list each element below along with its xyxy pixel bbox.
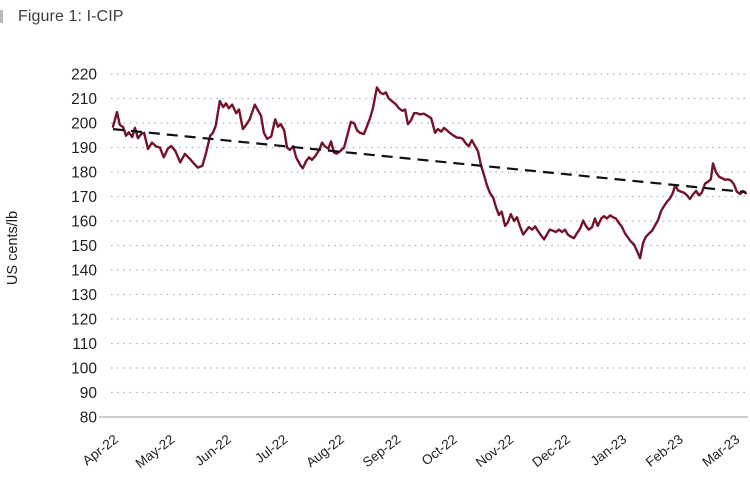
y-tick-label: 150 (71, 238, 97, 255)
x-tick-label: May-22 (133, 432, 178, 472)
y-tick-label: 180 (71, 165, 97, 182)
y-tick-label: 120 (71, 312, 97, 329)
x-tick-label: Feb-23 (643, 432, 686, 470)
y-tick-label: 220 (71, 67, 97, 84)
figure-title: Figure 1: I-CIP (18, 8, 124, 25)
y-axis-title: US cents/lb (5, 211, 21, 285)
y-tick-label: 130 (71, 287, 97, 304)
y-tick-label: 200 (71, 116, 97, 133)
y-tick-label: 170 (71, 189, 97, 206)
x-tick-label: Nov-22 (473, 432, 517, 471)
y-tick-label: 160 (71, 214, 97, 231)
y-tick-label: 80 (80, 410, 98, 427)
x-tick-label: Mar-23 (699, 432, 742, 470)
y-tick-label: 190 (71, 140, 97, 157)
x-tick-label: Jul-22 (252, 432, 290, 466)
y-tick-label: 90 (80, 385, 98, 402)
trend-line (112, 128, 746, 194)
x-tick-label: Jun-22 (192, 432, 234, 469)
x-tick-label: Apr-22 (80, 432, 121, 469)
y-tick-label: 210 (71, 91, 97, 108)
y-tick-label: 140 (71, 263, 97, 280)
y-tick-label: 110 (72, 336, 97, 353)
x-tick-label: Jan-23 (588, 432, 630, 469)
x-tick-label: Sep-22 (360, 432, 404, 471)
page-edge-artifact (0, 10, 3, 23)
price-line (111, 86, 747, 260)
x-tick-label: Aug-22 (303, 432, 347, 471)
x-tick-label: Oct-22 (419, 432, 460, 469)
x-tick-label: Dec-22 (529, 432, 573, 471)
y-tick-label: 100 (71, 361, 97, 378)
